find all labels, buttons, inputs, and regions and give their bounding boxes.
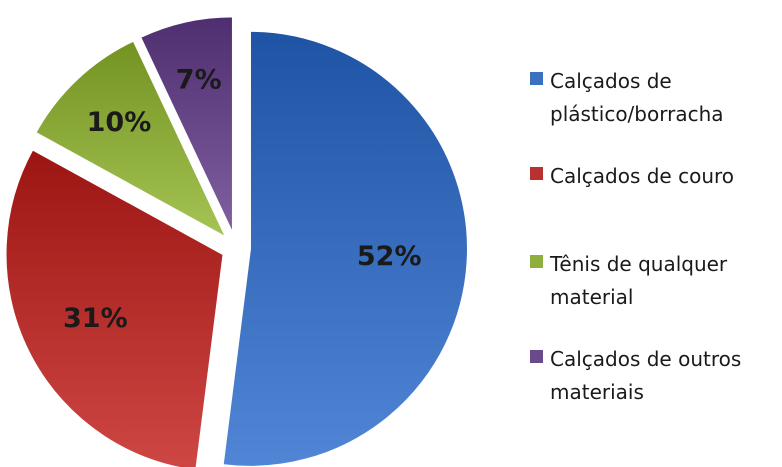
legend-item-calcados-de-couro: Calçados de couro bbox=[530, 164, 734, 188]
slice-value-label: 52% bbox=[357, 241, 422, 272]
legend-label: material bbox=[550, 285, 633, 309]
legend-label: Calçados de couro bbox=[550, 164, 734, 188]
legend-swatch bbox=[530, 72, 543, 85]
legend-item-tenis-de-qualquer-material: Tênis de qualquer material bbox=[530, 252, 728, 309]
pie-slices bbox=[4, 15, 469, 467]
legend-label: Calçados de bbox=[550, 69, 672, 93]
legend-swatch bbox=[530, 167, 543, 180]
legend-label: plástico/borracha bbox=[550, 102, 724, 126]
pie-slice-calcados-de-outros-materiais bbox=[138, 15, 234, 235]
slice-value-label: 10% bbox=[87, 107, 152, 138]
pie-slice-labels: 52% 31% 10% 7% bbox=[63, 65, 422, 335]
pie-slice-calcados-de-plastico-borracha bbox=[221, 29, 469, 467]
pie-slice-tenis-de-qualquer-material bbox=[34, 39, 229, 241]
legend-swatch bbox=[530, 350, 543, 363]
legend: Calçados de plástico/borracha Calçados de … bbox=[530, 69, 741, 404]
slice-value-label: 31% bbox=[63, 303, 128, 334]
legend-label: Tênis de qualquer bbox=[549, 252, 728, 276]
slice-value-label: 7% bbox=[176, 65, 222, 96]
legend-label: Calçados de outros bbox=[550, 347, 741, 371]
legend-item-calcados-de-outros-materiais: Calçados de outros materiais bbox=[530, 347, 741, 404]
pie-slice-calcados-de-couro bbox=[4, 147, 225, 467]
legend-swatch bbox=[530, 255, 543, 268]
legend-item-calcados-de-plastico-borracha: Calçados de plástico/borracha bbox=[530, 69, 724, 126]
legend-label: materiais bbox=[550, 380, 644, 404]
